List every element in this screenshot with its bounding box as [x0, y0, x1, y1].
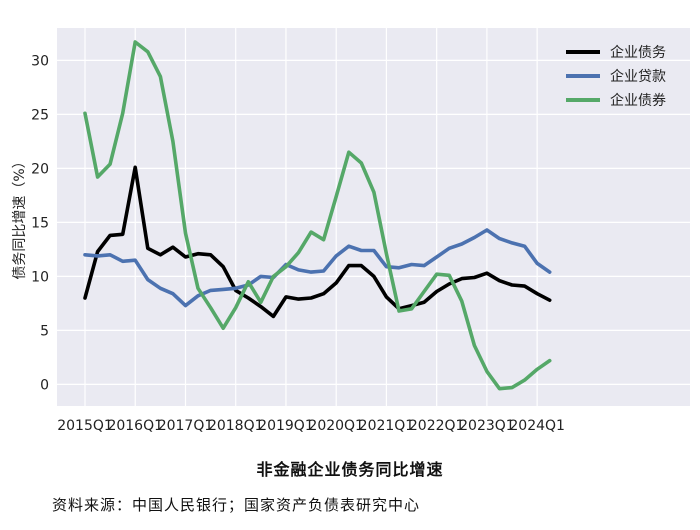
y-axis-label: 债务同比增速（%） [12, 154, 28, 279]
x-tick-label: 2016Q1 [107, 418, 163, 434]
x-tick-label: 2024Q1 [509, 418, 565, 434]
x-tick-label: 2020Q1 [308, 418, 364, 434]
legend-label: 企业贷款 [610, 68, 666, 85]
y-tick-label: 30 [31, 53, 49, 69]
legend-label: 企业债务 [610, 44, 666, 61]
y-tick-label: 5 [40, 323, 49, 339]
y-tick-label: 10 [31, 269, 49, 285]
y-tick-label: 20 [31, 161, 49, 177]
series-line-2 [83, 228, 552, 308]
x-tick-label: 2021Q1 [359, 418, 415, 434]
chart-title: 非金融企业债务同比增速 [256, 460, 444, 479]
x-tick-labels: 2015Q12016Q12017Q12018Q12019Q12020Q12021… [57, 418, 565, 434]
y-tick-labels: 0 5 10 15 20 25 30 [31, 53, 49, 393]
y-tick-label: 0 [40, 377, 49, 393]
y-tick-label: 25 [31, 107, 49, 123]
source-note: 资料来源：中国人民银行；国家资产负债表研究中心 [52, 496, 421, 514]
series-lines [83, 40, 552, 391]
x-tick-label: 2022Q1 [409, 418, 465, 434]
gridlines [57, 28, 690, 406]
x-tick-label: 2023Q1 [459, 418, 515, 434]
line-chart: 0 5 10 15 20 25 30 2015Q12016Q12017Q12018Q1201… [12, 28, 690, 434]
y-tick-label: 15 [31, 215, 49, 231]
x-tick-label: 2015Q1 [57, 418, 113, 434]
legend-label: 企业债券 [610, 92, 666, 109]
x-tick-label: 2018Q1 [208, 418, 264, 434]
x-tick-label: 2017Q1 [158, 418, 214, 434]
plot-background [57, 28, 690, 406]
series-line-1 [83, 165, 552, 319]
x-tick-label: 2019Q1 [258, 418, 314, 434]
series-line-3 [83, 40, 552, 391]
